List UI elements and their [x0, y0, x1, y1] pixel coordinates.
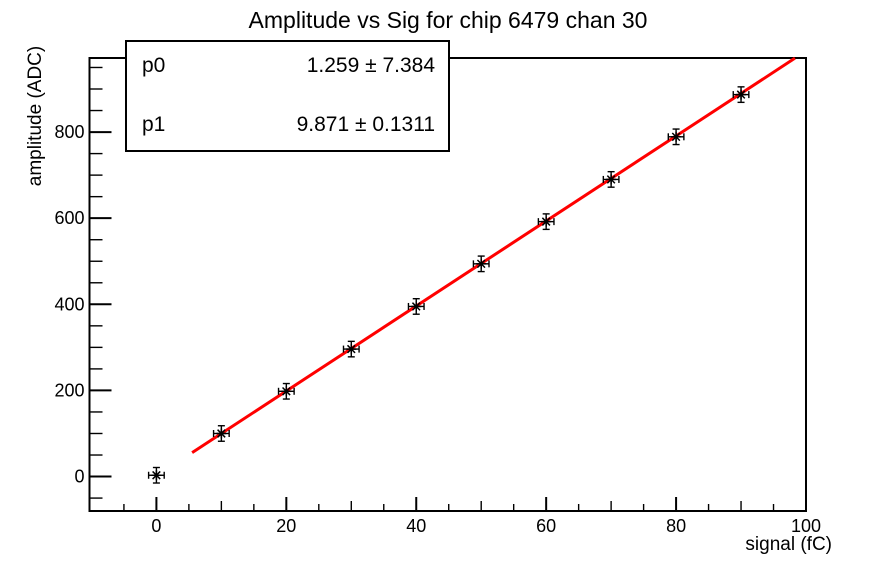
stats-param-value: 9.871 ± 0.1311	[296, 113, 435, 136]
stats-row-p1: p1 9.871 ± 0.1311	[142, 112, 435, 137]
data-point-marker	[217, 429, 226, 438]
data-point-marker	[671, 132, 681, 142]
x-tick-label: 80	[666, 516, 686, 536]
data-point-marker	[411, 302, 421, 311]
stats-row-p0: p0 1.259 ± 7.384	[142, 53, 435, 78]
fit-line	[191, 56, 796, 454]
data-point-marker	[152, 470, 161, 480]
data-point-marker	[281, 386, 291, 396]
stats-param-name: p0	[142, 54, 166, 77]
data-point-marker	[541, 217, 551, 226]
data-point-marker	[606, 175, 616, 184]
fit-stats-box: p0 1.259 ± 7.384 p1 9.871 ± 0.1311	[125, 40, 450, 152]
data-point-marker	[476, 259, 486, 269]
x-tick-label: 0	[151, 516, 161, 536]
x-tick-label: 60	[536, 516, 556, 536]
y-tick-label: 800	[54, 122, 84, 142]
chart-title: Amplitude vs Sig for chip 6479 chan 30	[248, 7, 648, 33]
y-tick-label: 200	[54, 380, 84, 400]
y-tick-label: 600	[54, 208, 84, 228]
stats-param-value: 1.259 ± 7.384	[306, 54, 435, 77]
y-tick-label: 0	[74, 467, 84, 487]
y-axis-title: amplitude (ADC)	[25, 45, 46, 187]
x-tick-label: 40	[406, 516, 426, 536]
data-point-marker	[736, 90, 746, 99]
x-tick-label: 20	[276, 516, 296, 536]
y-tick-label: 400	[54, 294, 84, 314]
x-axis-title: signal (fC)	[745, 534, 832, 555]
x-tick-label: 100	[791, 516, 821, 536]
data-point-marker	[346, 344, 356, 354]
stats-param-name: p1	[142, 113, 166, 136]
